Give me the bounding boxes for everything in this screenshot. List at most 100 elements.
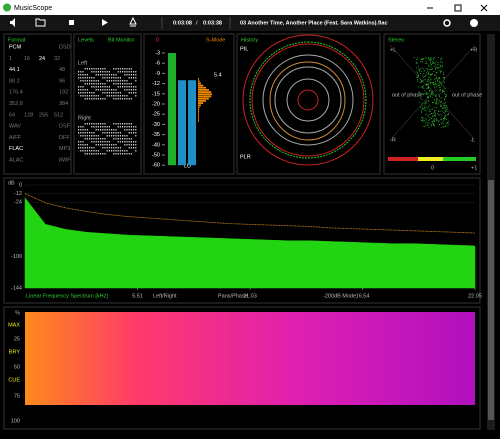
- bit-cell: [86, 77, 88, 79]
- bit-cell: [133, 74, 135, 76]
- bit-cell: [100, 126, 102, 128]
- close[interactable]: [480, 4, 488, 12]
- bit-cell: [111, 74, 113, 76]
- stop-button[interactable]: [69, 20, 74, 25]
- volume-button[interactable]: [10, 18, 15, 27]
- stereo-dot: [445, 118, 446, 119]
- bit-cell: [106, 71, 108, 73]
- spectrum-peak-line: [24, 193, 476, 234]
- eject-button[interactable]: [129, 16, 137, 27]
- stereo-dot: [428, 106, 429, 107]
- bit-cell: [115, 89, 117, 91]
- spectrum-option: -200dB Mode: [323, 293, 356, 299]
- bit-cell: [104, 98, 106, 100]
- bit-cell: [84, 135, 86, 137]
- bit-cell: [95, 153, 97, 155]
- stereo-dot: [432, 119, 434, 121]
- settings-button[interactable]: [443, 19, 451, 27]
- stereo-dot: [437, 112, 438, 114]
- stereo-dot: [425, 68, 427, 70]
- stereo-dot: [424, 106, 425, 108]
- bit-cell: [89, 98, 91, 100]
- stereo-dot: [445, 108, 447, 110]
- stereo-dot: [445, 115, 447, 117]
- maximize[interactable]: [454, 4, 462, 12]
- bit-cell: [86, 144, 88, 146]
- stereo-dot: [431, 73, 433, 75]
- info-button[interactable]: [470, 19, 478, 27]
- bit-cell: [84, 150, 86, 152]
- bit-cell: [119, 80, 121, 82]
- history-rings: [242, 34, 374, 166]
- stereo-dot: [432, 122, 433, 124]
- bit-cell: [106, 144, 108, 146]
- bit-cell: [82, 150, 84, 152]
- stereo-dot: [438, 68, 440, 69]
- stereo-dot: [421, 103, 423, 104]
- stereo-dot: [443, 91, 445, 92]
- bit-cell: [91, 153, 93, 155]
- stereo-dot: [417, 73, 419, 75]
- stereo-dot: [445, 96, 447, 98]
- bit-cell: [111, 95, 113, 97]
- bit-cell: [86, 153, 88, 155]
- loudness-histogram: [198, 93, 212, 96]
- bit-cell: [126, 74, 128, 76]
- bit-cell: [93, 153, 95, 155]
- bit-cell: [115, 147, 117, 149]
- stereo-dot: [426, 63, 427, 65]
- bit-cell: [102, 77, 104, 79]
- bit-cell: [128, 74, 130, 76]
- bit-cell: [108, 135, 110, 137]
- spectrum-area: [24, 197, 476, 289]
- stereo-dot: [435, 77, 437, 79]
- stereo-dot: [435, 86, 437, 88]
- stereo-dot: [430, 79, 432, 81]
- scroll-thumb[interactable]: [488, 180, 494, 420]
- stereo-dot: [421, 98, 423, 100]
- format-item: 96: [59, 78, 65, 84]
- stereo-dot: [430, 74, 432, 76]
- stereo-dot: [437, 67, 439, 68]
- bit-cell: [93, 71, 95, 73]
- bit-cell: [113, 150, 115, 152]
- bit-cell: [95, 89, 97, 91]
- bit-cell: [130, 141, 132, 143]
- bit-cell: [91, 86, 93, 88]
- stereo-dot: [423, 68, 425, 70]
- stereo-dot: [440, 106, 442, 108]
- bit-cell: [80, 141, 82, 143]
- bit-cell: [124, 68, 126, 70]
- open-button[interactable]: [35, 18, 46, 27]
- bit-cell: [91, 83, 93, 85]
- stereo-dot: [419, 69, 421, 71]
- bit-cell: [126, 138, 128, 140]
- bit-cell: [122, 123, 124, 125]
- bit-cell: [128, 92, 130, 94]
- stereo-dot: [426, 100, 428, 102]
- stereo-dot: [439, 66, 441, 68]
- bit-cell: [124, 89, 126, 91]
- bit-cell: [126, 83, 128, 85]
- stereo-dot: [440, 101, 442, 102]
- toolbar: [0, 15, 500, 31]
- bit-cell: [124, 86, 126, 88]
- play-button[interactable]: [102, 19, 108, 26]
- bit-cell: [97, 144, 99, 146]
- stereo-dot: [436, 72, 438, 74]
- bit-cell: [130, 147, 132, 149]
- stereo-dot: [442, 118, 444, 120]
- stereo-dot: [439, 81, 441, 83]
- stereo-dot: [434, 95, 436, 97]
- correlation-bar: [443, 157, 476, 161]
- bit-cell: [89, 95, 91, 97]
- stereo-dot: [433, 84, 435, 86]
- stereo-dot: [423, 119, 425, 121]
- stereo-dot: [425, 79, 427, 81]
- stereo-label: -L: [470, 137, 475, 143]
- bit-cell: [89, 150, 91, 152]
- stereo-dot: [415, 62, 417, 63]
- bit-cell: [106, 86, 108, 88]
- stereo-dot: [429, 110, 431, 112]
- bit-cell: [100, 71, 102, 73]
